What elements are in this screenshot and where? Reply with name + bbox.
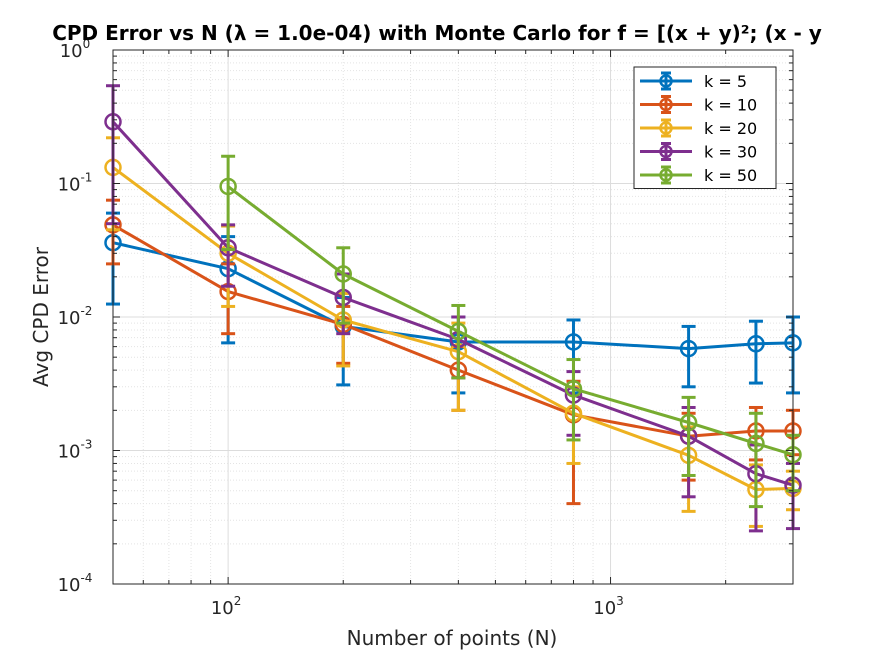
series-line (227, 185, 794, 457)
data-point (679, 413, 698, 432)
legend: k = 5 k = 10 k = 20 k = 30 k = 50 (633, 66, 777, 189)
data-point (747, 335, 765, 353)
series-5 (219, 154, 802, 509)
ticks: 102 103 100 10-1 10-2 10-3 10-4 (58, 37, 794, 619)
legend-label: k = 10 (704, 96, 757, 115)
y-tick-label: 10-3 (58, 438, 93, 463)
data-point (564, 333, 583, 351)
data-point (679, 339, 698, 358)
y-tick-label: 10-2 (58, 304, 93, 329)
series-line (111, 120, 794, 487)
data-point (219, 177, 237, 196)
x-axis-label: Number of points (N) (347, 626, 558, 650)
series-line (112, 166, 794, 491)
data-point (747, 434, 765, 453)
data-point (449, 322, 468, 341)
legend-marker (659, 97, 673, 112)
legend-marker (659, 74, 673, 88)
legend-marker (659, 121, 673, 135)
legend-label: k = 20 (704, 119, 757, 138)
y-tick-label: 10-4 (58, 571, 93, 596)
y-tick-label: 10-1 (58, 171, 93, 196)
legend-label: k = 30 (704, 143, 757, 162)
legend-label: k = 5 (704, 72, 747, 91)
legend-marker (659, 168, 673, 182)
data-point (564, 380, 583, 398)
legend-label: k = 50 (704, 166, 757, 185)
y-axis-label: Avg CPD Error (29, 246, 53, 387)
data-point (334, 265, 352, 283)
legend-marker (659, 144, 673, 159)
y-tick-label: 100 (60, 37, 91, 62)
x-tick-label: 103 (593, 594, 624, 619)
chart-title: CPD Error vs N (λ = 1.0e-04) with Monte … (52, 21, 822, 45)
series-line (112, 223, 793, 438)
x-tick-label: 102 (211, 594, 242, 619)
series-line (112, 241, 794, 351)
